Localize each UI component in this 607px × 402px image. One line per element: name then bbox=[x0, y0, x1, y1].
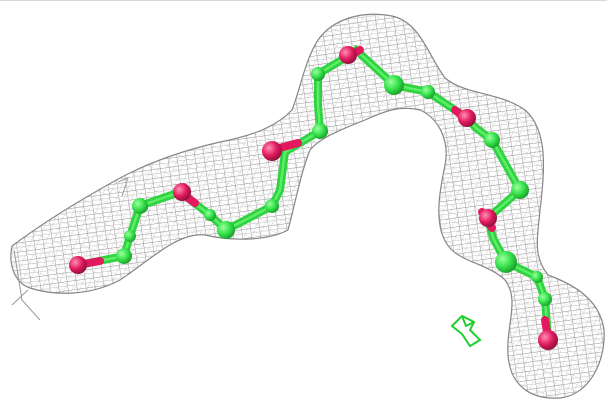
electron-density-mesh bbox=[10, 13, 605, 399]
ligand-fragment bbox=[450, 314, 482, 348]
top-border bbox=[0, 0, 607, 1]
atoms bbox=[69, 46, 558, 350]
